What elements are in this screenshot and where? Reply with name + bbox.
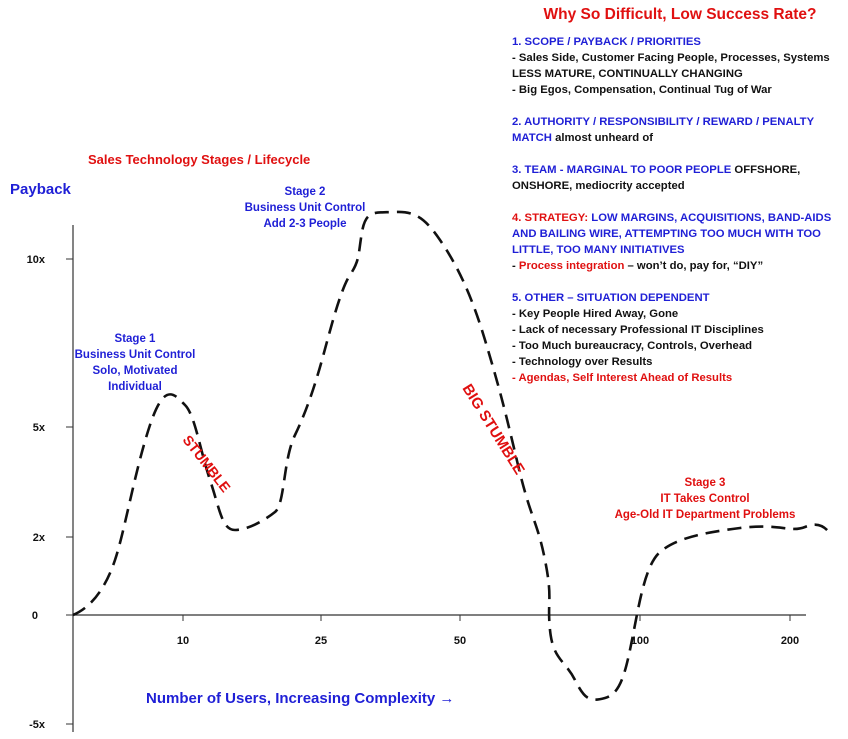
section-4-text: LOW MARGINS, ACQUISITIONS, BAND-AIDS AND… bbox=[512, 212, 832, 256]
section-5-item-red: - Agendas, Self Interest Ahead of Result… bbox=[512, 372, 733, 384]
section-2: 2. AUTHORITY / RESPONSIBILITY / REWARD /… bbox=[512, 114, 842, 146]
big-stumble-label: BIG STUMBLE bbox=[459, 381, 528, 478]
difficulty-panel: 1. SCOPE / PAYBACK / PRIORITIES - Sales … bbox=[512, 34, 842, 386]
y-tick-label: 2x bbox=[33, 532, 46, 544]
stage-1-line: Solo, Motivated bbox=[92, 365, 178, 377]
stage-3-line: IT Takes Control bbox=[660, 493, 750, 505]
process-integration: Process integration bbox=[518, 260, 625, 272]
stage-3-line: Age-Old IT Department Problems bbox=[614, 509, 796, 521]
y-tick-label: 10x bbox=[27, 254, 46, 266]
section-5-item: - Key People Hired Away, Gone bbox=[512, 308, 679, 320]
x-tick-label: 50 bbox=[454, 635, 466, 647]
section-5-item: - Too Much bureaucracy, Controls, Overhe… bbox=[512, 340, 752, 352]
y-axis-label: Payback bbox=[10, 181, 71, 198]
section-5-item: - Lack of necessary Professional IT Disc… bbox=[512, 324, 764, 336]
stage-3-title: Stage 3 bbox=[684, 477, 726, 489]
section-1-line: LESS MATURE, CONTINUALLY CHANGING bbox=[512, 68, 743, 80]
x-axis-label: Number of Users, Increasing Complexity → bbox=[146, 690, 455, 707]
stage-1-line: Business Unit Control bbox=[74, 349, 196, 361]
stage-2-label: Stage 2 Business Unit Control Add 2-3 Pe… bbox=[225, 184, 385, 232]
section-1-line: - Sales Side, Customer Facing People, Pr… bbox=[512, 52, 830, 64]
section-3: 3. TEAM - MARGINAL TO POOR PEOPLE OFFSHO… bbox=[512, 162, 842, 194]
section-1-heading: 1. SCOPE / PAYBACK / PRIORITIES bbox=[512, 36, 701, 48]
section-4: 4. STRATEGY: LOW MARGINS, ACQUISITIONS, … bbox=[512, 210, 842, 258]
x-tick-label: 200 bbox=[781, 635, 799, 647]
stage-2-line: Business Unit Control bbox=[244, 202, 366, 214]
x-tick-marks bbox=[182, 615, 791, 621]
y-tick-label: 5x bbox=[33, 422, 46, 434]
x-tick-label: 100 bbox=[631, 635, 649, 647]
section-4-line-tail: – won’t do, pay for, “DIY” bbox=[624, 260, 764, 272]
section-3-heading: 3. TEAM - MARGINAL TO POOR PEOPLE bbox=[512, 164, 732, 176]
x-tick-label: 25 bbox=[315, 635, 327, 647]
section-2-heading: 2. AUTHORITY / RESPONSIBILITY / REWARD /… bbox=[512, 116, 814, 144]
section-2-tail: almost unheard of bbox=[551, 132, 654, 144]
y-tick-marks bbox=[66, 258, 73, 725]
section-3-tail: OFFSHORE, ONSHORE, mediocrity accepted bbox=[512, 164, 801, 192]
y-tick-label: 0 bbox=[32, 610, 38, 622]
section-1-line: - Big Egos, Compensation, Continual Tug … bbox=[512, 84, 772, 96]
x-tick-label: 10 bbox=[177, 635, 189, 647]
section-4-line: - Process integration – won’t do, pay fo… bbox=[512, 258, 842, 274]
diagram-title: Sales Technology Stages / Lifecycle bbox=[88, 152, 311, 167]
section-4-heading: 4. STRATEGY: bbox=[512, 212, 589, 224]
stage-1-line: Individual bbox=[108, 381, 162, 393]
section-5-heading: 5. OTHER – SITUATION DEPENDENT bbox=[512, 292, 710, 304]
stumble-label: STUMBLE bbox=[180, 432, 234, 495]
stage-2-line: Add 2-3 People bbox=[263, 218, 347, 230]
lifecycle-curve bbox=[72, 210, 831, 701]
stage-3-label: Stage 3 IT Takes Control Age-Old IT Depa… bbox=[605, 475, 805, 523]
section-5-item: - Technology over Results bbox=[512, 356, 653, 368]
stage-1-label: Stage 1 Business Unit Control Solo, Moti… bbox=[55, 331, 215, 395]
y-tick-label: -5x bbox=[29, 719, 46, 731]
stage-2-title: Stage 2 bbox=[284, 186, 326, 198]
dash: - bbox=[512, 260, 519, 272]
panel-title: Why So Difficult, Low Success Rate? bbox=[543, 6, 817, 23]
stage-1-title: Stage 1 bbox=[114, 333, 156, 345]
